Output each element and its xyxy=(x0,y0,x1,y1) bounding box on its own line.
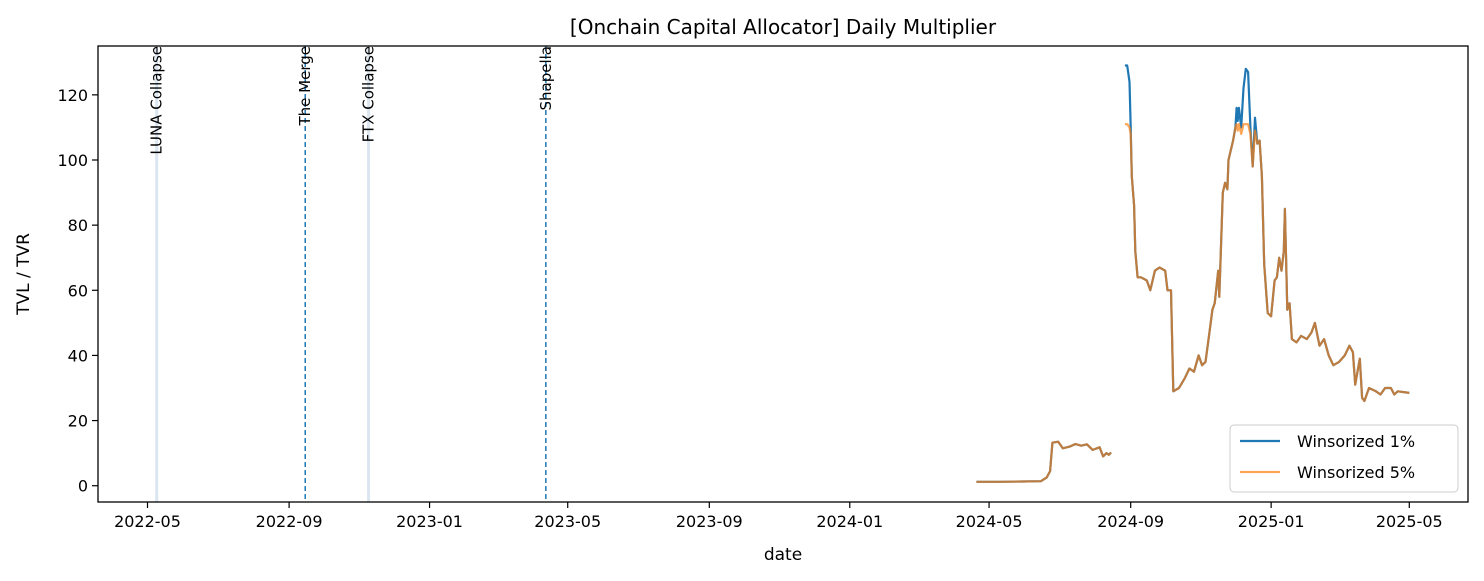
x-axis: 2022-05 2022-09 2023-01 2023-05 2023-09 2024-… xyxy=(114,502,1443,531)
plot-frame xyxy=(97,45,1469,503)
legend-label-winsorized-1: Winsorized 1% xyxy=(1297,432,1415,451)
y-axis: 0 20 40 60 80 100 120 xyxy=(57,86,98,496)
y-tick-label: 20 xyxy=(68,412,88,431)
x-tick-label: 2024-09 xyxy=(1097,512,1164,531)
y-tick-label: 120 xyxy=(57,86,88,105)
y-tick-label: 40 xyxy=(68,346,88,365)
chart-title: [Onchain Capital Allocator] Daily Multip… xyxy=(570,15,997,39)
x-tick-label: 2023-05 xyxy=(534,512,601,531)
x-tick-label: 2023-09 xyxy=(676,512,743,531)
event-label-shapella: Shapella xyxy=(537,46,555,111)
series-lines xyxy=(976,64,1410,483)
event-label-luna-collapse: LUNA Collapse xyxy=(148,46,166,155)
x-tick-label: 2022-05 xyxy=(114,512,181,531)
y-tick-label: 0 xyxy=(78,477,88,496)
legend: Winsorized 1% Winsorized 5% xyxy=(1229,424,1459,493)
x-tick-label: 2024-01 xyxy=(816,512,883,531)
y-tick-label: 60 xyxy=(68,281,88,300)
event-label-ftx-collapse: FTX Collapse xyxy=(360,46,378,142)
x-tick-label: 2023-01 xyxy=(396,512,463,531)
event-label-the-merge: The Merge xyxy=(296,46,314,127)
y-tick-label: 100 xyxy=(57,151,88,170)
x-tick-label: 2022-09 xyxy=(256,512,323,531)
y-axis-label: TVL / TVR xyxy=(14,233,34,316)
x-axis-label: date xyxy=(764,545,802,565)
x-tick-label: 2025-05 xyxy=(1376,512,1443,531)
legend-box xyxy=(1229,424,1459,493)
x-tick-label: 2025-01 xyxy=(1238,512,1305,531)
y-tick-label: 80 xyxy=(68,216,88,235)
x-tick-label: 2024-05 xyxy=(956,512,1023,531)
legend-label-winsorized-5: Winsorized 5% xyxy=(1297,463,1415,482)
series-line-winsorized-5 xyxy=(976,123,1410,483)
event-markers: LUNA Collapse The Merge FTX Collapse Shapel… xyxy=(148,46,555,502)
